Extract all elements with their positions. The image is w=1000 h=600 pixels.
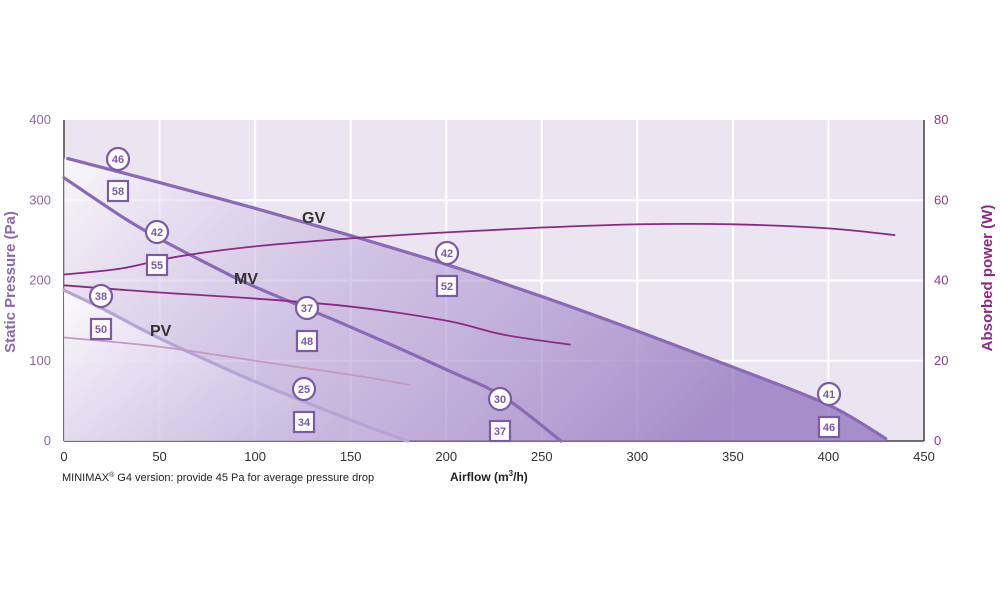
y-tick-label-left: 100 (29, 353, 51, 368)
noise-square-badge (488, 419, 512, 443)
x-tick-label: 150 (340, 449, 362, 464)
y-tick-label-left: 300 (29, 192, 51, 207)
noise-circle-badge-label: 41 (823, 389, 835, 401)
x-tick-label: 0 (60, 449, 67, 464)
pressure-envelope-fill (64, 158, 886, 441)
footnote: MINIMAX® G4 version: provide 45 Pa for a… (62, 471, 374, 484)
noise-square-badge (292, 410, 316, 434)
noise-circle-badge-label: 30 (494, 394, 506, 406)
y-axis-title-left: Static Pressure (Pa) (2, 211, 19, 353)
y-tick-label-right: 20 (934, 353, 948, 368)
noise-square-badge-label: 52 (441, 281, 453, 293)
noise-square-badge-label: 34 (298, 417, 311, 429)
noise-square-badge (145, 253, 169, 277)
noise-circle-badge (294, 295, 320, 321)
y-tick-label-right: 40 (934, 273, 948, 288)
y-tick-label-right: 80 (934, 112, 948, 127)
noise-circle-badge (816, 381, 842, 407)
x-axis-title: Airflow (m3/h) (450, 469, 528, 484)
noise-circle-badge (434, 240, 460, 266)
noise-circle-badge-label: 42 (151, 227, 163, 239)
y-tick-label-right: 0 (934, 433, 941, 448)
pressure-curve-gv (66, 156, 888, 441)
noise-square-badge (435, 274, 459, 298)
noise-circle-badge (88, 283, 114, 309)
noise-square-badge (817, 415, 841, 439)
curve-label-mv: MV (234, 271, 258, 288)
ticks: 0 50 100 150 200 250 300 350 400 4500100200300400… (29, 112, 948, 464)
y-tick-label-left: 400 (29, 112, 51, 127)
power-curve-pv (63, 336, 411, 386)
curve-label-gv: GV (302, 210, 325, 227)
series-lines: GV MV PV (62, 156, 896, 443)
pv-area-fill (64, 290, 408, 441)
noise-square-badge (295, 329, 319, 353)
noise-circle-badge-label: 38 (95, 291, 107, 303)
noise-square-badge-label: 46 (823, 422, 835, 434)
x-tick-label: 100 (244, 449, 266, 464)
x-tick-label: 200 (435, 449, 457, 464)
x-tick-label: 50 (152, 449, 166, 464)
noise-square-badge-label: 48 (301, 336, 313, 348)
noise-circle-badge (105, 146, 131, 172)
power-curve-mv (63, 284, 571, 346)
noise-square-badge-label: 50 (95, 324, 107, 336)
y-tick-label-right: 60 (934, 192, 948, 207)
noise-square-badge-label: 37 (494, 426, 506, 438)
x-tick-label: 250 (531, 449, 553, 464)
x-tick-label: 300 (626, 449, 648, 464)
noise-square-badge-label: 55 (151, 260, 163, 272)
noise-circle-badge (487, 386, 513, 412)
noise-circle-badge (291, 376, 317, 402)
y-axis-title-right: Absorbed power (W) (979, 205, 996, 352)
badges: 46 42 38 37 25 42 30 41 58 55 50 48 34 52 37 46 (88, 146, 842, 443)
noise-square-badge (89, 317, 113, 341)
noise-square-badge (106, 179, 130, 203)
noise-circle-badge-label: 46 (112, 154, 124, 166)
x-tick-label: 400 (818, 449, 840, 464)
curve-label-pv: PV (150, 323, 172, 340)
y-tick-label-left: 0 (44, 433, 51, 448)
envelope-fill (64, 158, 886, 441)
y-tick-label-left: 200 (29, 273, 51, 288)
pressure-curve-pv (62, 288, 410, 443)
pressure-curve-mv (62, 176, 563, 443)
noise-square-badge-label: 58 (112, 186, 124, 198)
noise-circle-badge (144, 219, 170, 245)
noise-circle-badge-label: 42 (441, 248, 453, 260)
x-tick-label: 350 (722, 449, 744, 464)
noise-circle-badge-label: 25 (298, 384, 310, 396)
power-curve-gv (63, 222, 896, 276)
noise-circle-badge-label: 37 (301, 303, 313, 315)
x-tick-label: 450 (913, 449, 935, 464)
